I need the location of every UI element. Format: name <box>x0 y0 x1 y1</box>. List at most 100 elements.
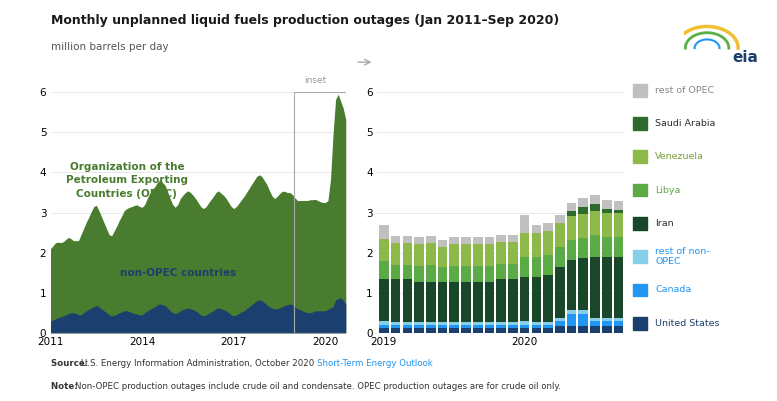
Bar <box>426 328 436 333</box>
Bar <box>520 257 529 277</box>
Text: U.S. Energy Information Administration, October 2020: U.S. Energy Information Administration, … <box>81 359 317 368</box>
Bar <box>426 265 436 282</box>
Bar <box>414 266 424 282</box>
Bar <box>543 255 553 275</box>
Bar <box>437 267 448 282</box>
Bar <box>391 328 400 333</box>
Bar <box>566 310 577 314</box>
Bar <box>531 257 541 277</box>
Bar <box>391 279 400 322</box>
Bar <box>497 242 506 264</box>
Bar <box>426 325 436 328</box>
Bar <box>294 92 347 333</box>
Bar <box>402 236 412 243</box>
Bar <box>531 225 541 233</box>
Bar <box>449 325 459 328</box>
Text: Short-Term Energy Outlook: Short-Term Energy Outlook <box>317 359 433 368</box>
Bar <box>591 211 600 235</box>
Bar <box>602 200 611 209</box>
Text: Monthly unplanned liquid fuels production outages (Jan 2011–Sep 2020): Monthly unplanned liquid fuels productio… <box>51 14 559 27</box>
Bar <box>520 215 529 233</box>
Bar <box>531 277 541 322</box>
Bar <box>414 237 424 244</box>
Bar <box>485 237 494 244</box>
Bar <box>485 282 494 322</box>
Bar <box>543 275 553 322</box>
Bar <box>402 325 412 328</box>
Bar <box>402 322 412 325</box>
Bar <box>379 279 388 321</box>
Bar <box>497 322 506 325</box>
Text: rest of non-
OPEC: rest of non- OPEC <box>655 247 709 266</box>
Bar <box>591 235 600 257</box>
Bar <box>462 325 471 328</box>
Bar <box>531 328 541 333</box>
Bar <box>614 201 623 210</box>
Bar <box>614 318 623 321</box>
Text: inset: inset <box>304 76 326 85</box>
Bar <box>578 310 588 314</box>
Bar <box>591 326 600 333</box>
Bar <box>391 325 400 328</box>
Bar <box>614 237 623 257</box>
Bar <box>462 282 471 322</box>
Text: rest of OPEC: rest of OPEC <box>655 86 714 95</box>
Bar <box>566 216 577 240</box>
Bar <box>485 244 494 266</box>
Bar <box>591 321 600 326</box>
Bar <box>437 322 448 325</box>
Text: Libya: Libya <box>655 186 681 194</box>
Bar <box>566 260 577 310</box>
Bar <box>473 322 483 325</box>
Bar <box>602 318 611 321</box>
Bar <box>449 244 459 266</box>
Bar <box>379 325 388 328</box>
Bar <box>437 325 448 328</box>
Bar <box>449 328 459 333</box>
Bar <box>591 204 600 211</box>
Bar <box>485 325 494 328</box>
Bar <box>449 322 459 325</box>
Bar <box>578 214 588 238</box>
Bar <box>379 261 388 279</box>
Bar <box>508 325 517 328</box>
Text: United States: United States <box>655 319 720 328</box>
Bar <box>508 242 517 264</box>
Bar <box>508 279 517 322</box>
Bar <box>462 328 471 333</box>
Bar <box>508 328 517 333</box>
Bar <box>402 243 412 265</box>
Bar <box>426 282 436 322</box>
Bar <box>555 321 565 326</box>
Bar <box>426 243 436 265</box>
Bar <box>520 277 529 321</box>
Text: Non-OPEC production outages include crude oil and condensate. OPEC production ou: Non-OPEC production outages include crud… <box>75 382 560 391</box>
Bar <box>391 265 400 279</box>
Bar <box>566 211 577 216</box>
Bar <box>402 265 412 279</box>
Bar <box>497 235 506 242</box>
Bar <box>462 237 471 244</box>
Bar <box>520 325 529 328</box>
Bar <box>437 328 448 333</box>
Bar <box>555 247 565 267</box>
Bar <box>402 328 412 333</box>
Bar <box>497 325 506 328</box>
Text: eia: eia <box>732 50 758 65</box>
Bar <box>497 328 506 333</box>
Bar <box>531 322 541 325</box>
Bar <box>402 279 412 322</box>
Bar <box>602 209 611 213</box>
Bar <box>473 282 483 322</box>
Bar <box>520 328 529 333</box>
Bar <box>508 322 517 325</box>
Bar <box>391 243 400 265</box>
Text: Canada: Canada <box>655 286 692 294</box>
Bar <box>578 314 588 326</box>
Bar <box>391 236 400 243</box>
Bar <box>414 325 424 328</box>
Text: Note:: Note: <box>51 382 80 391</box>
Bar <box>614 321 623 326</box>
Bar <box>414 282 424 322</box>
Bar <box>566 326 577 333</box>
